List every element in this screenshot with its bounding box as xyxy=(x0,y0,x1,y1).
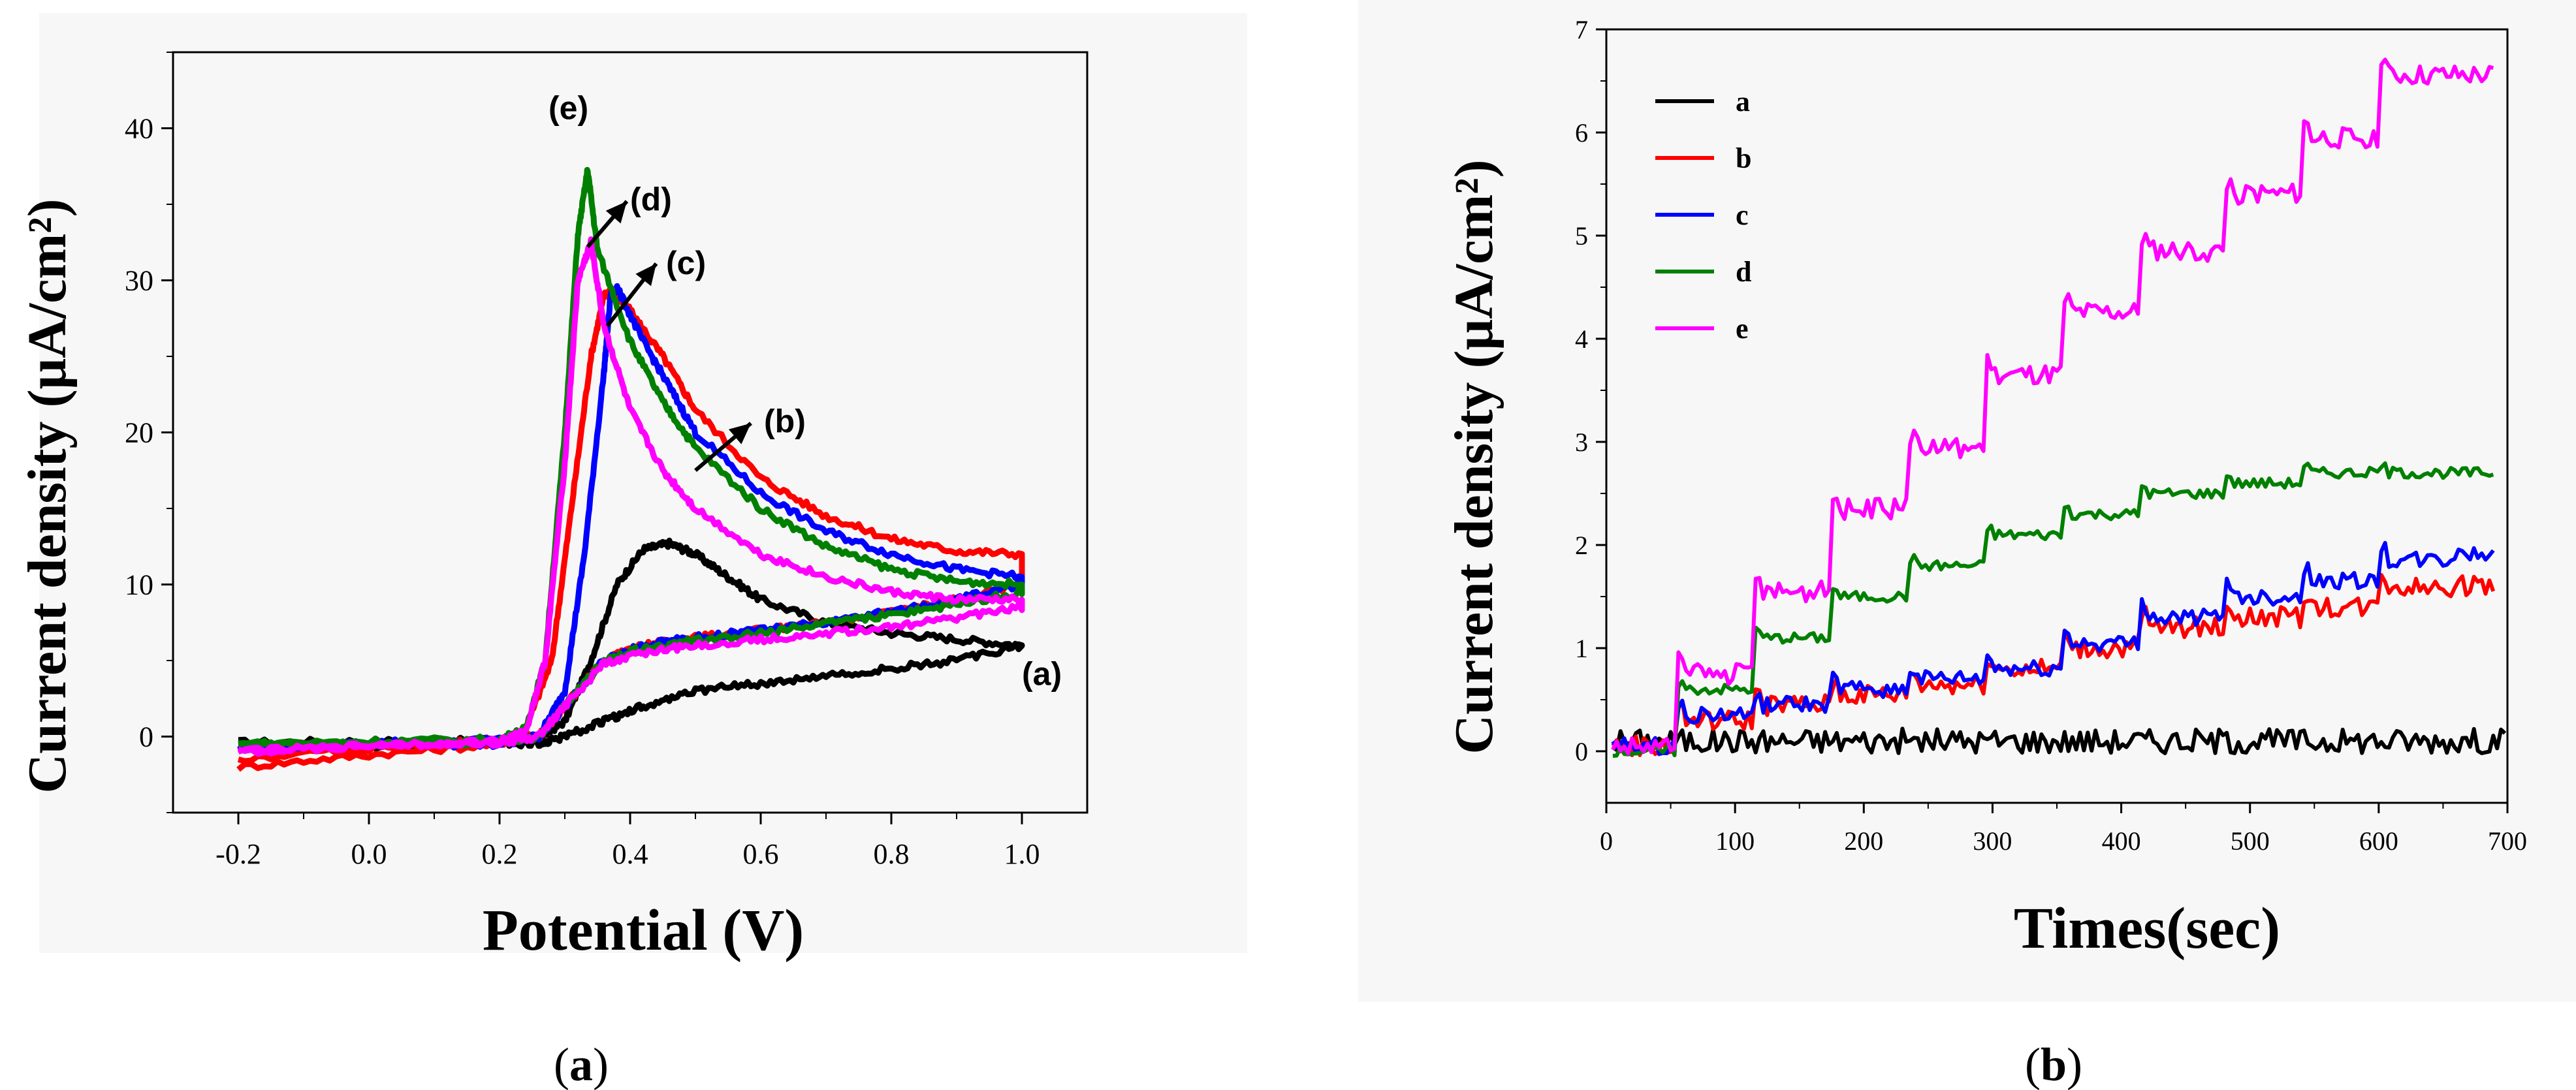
chart-b-ytick-label: 7 xyxy=(1575,15,1588,44)
chart-a-background xyxy=(39,13,1247,953)
chart-b-ytick-label: 4 xyxy=(1575,324,1588,354)
chart-b-series-e xyxy=(1611,57,2494,756)
chart-a-annotations: (a) (b) (c) (d) (e) xyxy=(549,90,1062,693)
chart-b-xtick-label: 100 xyxy=(1715,826,1755,856)
chart-b-xtick-label: 700 xyxy=(2488,826,2527,856)
legend-label-a: a xyxy=(1736,86,1750,117)
chart-b-ytick-label: 5 xyxy=(1575,221,1588,251)
chart-b-xlabel: Times(sec) xyxy=(2014,896,2280,961)
chart-a-xtick-label: 0.0 xyxy=(351,838,387,870)
chart-a-ytick-label: 20 xyxy=(125,417,153,449)
annotation-arrow-c-head xyxy=(635,263,656,287)
chart-b-caption: (b) xyxy=(2025,1038,2082,1090)
chart-b-series-d xyxy=(1612,461,2494,758)
annotation-label-a: (a) xyxy=(1022,655,1062,692)
annotation-label-e: (e) xyxy=(549,90,588,127)
chart-a-xtick-label: 0.2 xyxy=(482,838,518,870)
chart-a-caption: (a) xyxy=(554,1038,609,1090)
annotation-arrow-d-head xyxy=(605,201,627,224)
chart-a-xtick-label: -0.2 xyxy=(215,838,261,870)
annotation-label-d: (d) xyxy=(630,181,672,217)
chart-a: -0.2 0.0 0.2 0.4 0.6 0.8 1.0 0 10 20 30 40 (a) (b) (c… xyxy=(17,13,1247,1090)
chart-a-series-e xyxy=(237,236,1025,757)
chart-b-series-a xyxy=(1612,726,2507,755)
chart-b-background xyxy=(1358,0,2576,1002)
chart-a-xlabel: Potential (V) xyxy=(483,898,804,963)
chart-a-ytick-label: 30 xyxy=(125,265,153,297)
chart-b-ytick-label: 0 xyxy=(1575,737,1588,766)
chart-b-ytick-label: 6 xyxy=(1575,118,1588,148)
chart-a-ytick-label: 10 xyxy=(125,569,153,601)
annotation-label-b: (b) xyxy=(764,403,806,440)
annotation-label-c: (c) xyxy=(666,245,706,281)
chart-b-ytick-label: 1 xyxy=(1575,634,1588,663)
chart-b-xtick-label: 0 xyxy=(1600,826,1613,856)
chart-b-xtick-label: 400 xyxy=(2102,826,2141,856)
chart-a-series-group xyxy=(236,166,1025,772)
legend-label-b: b xyxy=(1736,142,1751,174)
chart-b-axes: 0 100 200 300 400 500 600 700 0 1 2 3 4 5 6 7 xyxy=(1575,15,2527,856)
chart-a-axes: -0.2 0.0 0.2 0.4 0.6 0.8 1.0 0 10 20 30 40 xyxy=(125,51,1089,870)
annotation-arrow-b-head xyxy=(728,423,751,444)
chart-a-xtick-label: 1.0 xyxy=(1004,838,1040,870)
chart-a-ylabel: Current density (μA/cm²) xyxy=(17,198,78,793)
chart-b-series-c xyxy=(1611,540,2495,756)
chart-b-ytick-label: 3 xyxy=(1575,428,1588,457)
chart-a-ytick-label: 0 xyxy=(139,721,153,753)
chart-a-xtick-label: 0.8 xyxy=(874,838,910,870)
chart-b-xtick-label: 600 xyxy=(2359,826,2398,856)
chart-a-ytick-label: 40 xyxy=(125,113,153,145)
legend-label-d: d xyxy=(1736,256,1751,288)
legend-label-c: c xyxy=(1736,199,1749,231)
chart-a-xtick-label: 0.4 xyxy=(612,838,648,870)
chart-b-xtick-label: 300 xyxy=(1973,826,2012,856)
chart-b-ylabel: Current density (μA/cm²) xyxy=(1444,159,1504,754)
chart-b-xtick-label: 500 xyxy=(2231,826,2270,856)
chart-b-xtick-label: 200 xyxy=(1844,826,1883,856)
chart-b-series-group xyxy=(1611,57,2507,758)
chart-b-ytick-label: 2 xyxy=(1575,531,1588,560)
chart-a-xtick-label: 0.6 xyxy=(743,838,779,870)
legend-label-e: e xyxy=(1736,313,1749,345)
